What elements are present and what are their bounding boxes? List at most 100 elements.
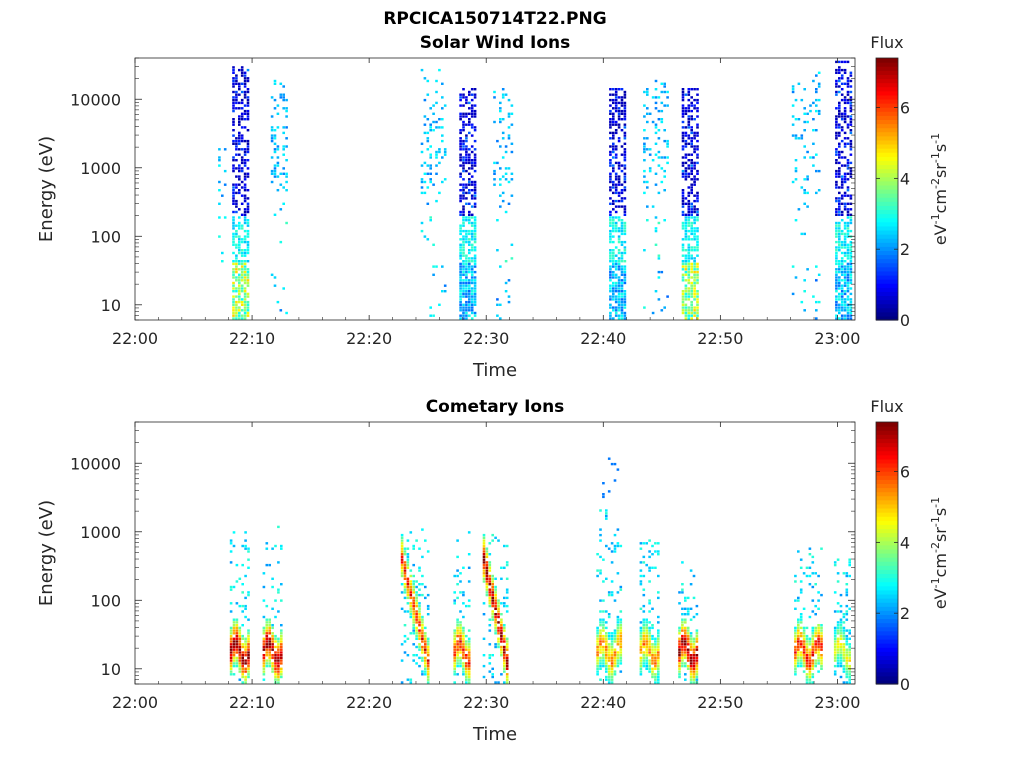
heatmap-cell (651, 651, 654, 654)
heatmap-cell (238, 224, 241, 227)
heatmap-cell (459, 142, 462, 145)
heatmap-cell (491, 675, 494, 679)
heatmap-cell (238, 654, 242, 657)
heatmap-cell (473, 265, 477, 268)
heatmap-cell (849, 311, 853, 315)
heatmap-cell (684, 178, 688, 181)
heatmap-cell (429, 145, 432, 148)
heatmap-cell (599, 624, 602, 627)
heatmap-cell (599, 634, 602, 638)
heatmap-cell (643, 145, 646, 148)
heatmap-cell (423, 77, 427, 80)
heatmap-cell (282, 85, 285, 88)
heatmap-cell (473, 194, 477, 197)
heatmap-cell (835, 273, 838, 276)
heatmap-cell (429, 314, 432, 317)
heatmap-cell (839, 645, 843, 649)
heatmap-cell (468, 243, 471, 246)
heatmap-cell (681, 205, 685, 208)
heatmap-cell (426, 148, 430, 151)
heatmap-cell (645, 542, 648, 545)
heatmap-cell (848, 629, 851, 632)
heatmap-cell (643, 104, 646, 107)
heatmap-cell (247, 659, 250, 662)
heatmap-cell (473, 205, 477, 208)
heatmap-cell (238, 167, 241, 170)
heatmap-cell (836, 602, 840, 605)
heatmap-cell (246, 142, 250, 145)
heatmap-cell (605, 514, 608, 518)
heatmap-cell (684, 662, 687, 665)
heatmap-cell (280, 667, 283, 670)
heatmap-cell (482, 558, 486, 561)
heatmap-cell (610, 643, 614, 646)
heatmap-cell (501, 88, 505, 91)
heatmap-cell (421, 673, 424, 676)
heatmap-cell (235, 139, 238, 143)
colorbar-step (876, 103, 898, 108)
heatmap-cell (265, 604, 269, 608)
heatmap-cell (814, 662, 817, 665)
heatmap-cell (835, 229, 838, 233)
heatmap-cell (838, 161, 841, 165)
heatmap-cell (268, 637, 271, 640)
heatmap-cell (470, 273, 474, 276)
heatmap-cell (643, 191, 646, 195)
heatmap-cell (838, 235, 841, 238)
heatmap-cell (617, 268, 621, 271)
heatmap-cell (657, 254, 661, 257)
heatmap-cell (799, 662, 803, 665)
heatmap-cell (846, 115, 850, 118)
heatmap-cell (799, 664, 803, 668)
heatmap-cell (232, 284, 235, 287)
heatmap-cell (617, 298, 621, 301)
heatmap-cell (470, 98, 474, 102)
heatmap-cell (459, 656, 462, 660)
heatmap-cell (657, 164, 661, 167)
heatmap-cell (421, 615, 424, 619)
heatmap-cell (845, 648, 849, 651)
heatmap-cell (612, 281, 615, 285)
heatmap-cell (803, 107, 806, 110)
heatmap-cell (240, 202, 244, 205)
heatmap-cell (794, 645, 797, 649)
heatmap-cell (235, 235, 238, 238)
x-tick-label: 23:00 (814, 329, 860, 348)
heatmap-cell (843, 172, 847, 175)
heatmap-cell (681, 300, 685, 304)
heatmap-cell (839, 593, 843, 597)
heatmap-cell (803, 191, 806, 195)
heatmap-cell (503, 664, 506, 668)
heatmap-cell (836, 662, 840, 665)
heatmap-cell (246, 205, 250, 208)
heatmap-cell (243, 208, 247, 211)
heatmap-cell (240, 126, 244, 129)
heatmap-cell (693, 232, 696, 236)
heatmap-cell (409, 678, 413, 681)
heatmap-cell (473, 115, 477, 118)
heatmap-cell (645, 621, 648, 624)
heatmap-cell (848, 651, 851, 654)
heatmap-cell (648, 602, 651, 605)
heatmap-cell (473, 221, 477, 225)
heatmap-cell (277, 645, 280, 649)
heatmap-cell (285, 221, 288, 225)
heatmap-cell (235, 142, 238, 145)
heatmap-cell (459, 93, 462, 96)
heatmap-cell (462, 238, 465, 241)
heatmap-cell (602, 621, 605, 624)
heatmap-cell (696, 126, 699, 129)
heatmap-cell (473, 197, 477, 200)
colorbar-step (876, 156, 898, 161)
heatmap-cell (470, 104, 474, 107)
heatmap-cell (465, 232, 468, 236)
heatmap-cell (435, 172, 438, 175)
heatmap-cell (412, 613, 415, 616)
heatmap-cell (453, 574, 456, 578)
heatmap-cell (605, 610, 608, 613)
heatmap-cell (617, 227, 621, 230)
heatmap-cell (657, 191, 661, 195)
heatmap-cell (285, 126, 288, 129)
heatmap-cell (835, 281, 838, 285)
heatmap-cell (473, 159, 477, 162)
